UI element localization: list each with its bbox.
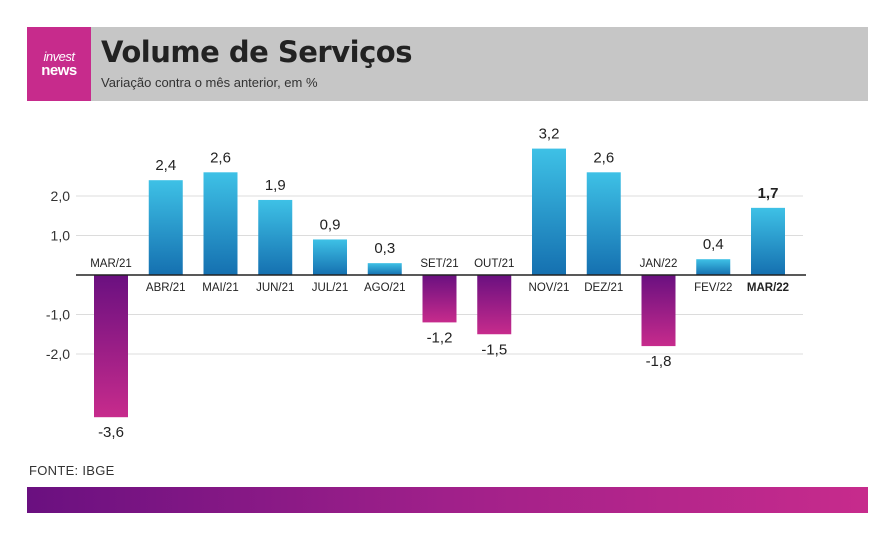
data-label: 2,6 xyxy=(210,149,231,166)
x-category-label: AGO/21 xyxy=(364,282,406,294)
data-label: 3,2 xyxy=(539,126,560,143)
x-category-label: FEV/22 xyxy=(694,282,732,294)
x-category-label: JUL/21 xyxy=(312,282,348,294)
logo-text-top: invest xyxy=(43,49,75,64)
data-label: 1,7 xyxy=(758,185,779,202)
x-category-label: SET/21 xyxy=(420,258,458,270)
x-category-label: MAR/22 xyxy=(747,282,789,294)
data-label: 0,9 xyxy=(320,216,341,233)
investnews-logo: invest news xyxy=(27,27,91,101)
chart-title: Volume de Serviços xyxy=(101,35,412,69)
data-label: -1,8 xyxy=(646,353,672,370)
bar xyxy=(258,199,293,275)
bar xyxy=(641,275,676,347)
y-tick-label: 1,0 xyxy=(51,228,71,244)
data-label: -3,6 xyxy=(98,424,124,441)
data-label: 2,4 xyxy=(155,157,176,174)
logo-text-bottom: news xyxy=(41,62,77,79)
y-tick-label: 2,0 xyxy=(51,188,71,204)
bar xyxy=(94,275,128,418)
x-category-label: NOV/21 xyxy=(529,282,570,294)
x-category-label: DEZ/21 xyxy=(584,282,623,294)
data-label: 1,9 xyxy=(265,177,286,194)
y-tick-label: -1,0 xyxy=(46,307,70,323)
data-label: 0,4 xyxy=(703,236,724,253)
data-label: 0,3 xyxy=(374,240,395,257)
x-category-label: ABR/21 xyxy=(146,282,186,294)
x-category-label: OUT/21 xyxy=(474,258,514,270)
data-label: 2,6 xyxy=(593,149,614,166)
bar xyxy=(313,239,347,275)
chart-subtitle: Variação contra o mês anterior, em % xyxy=(101,75,318,90)
bar xyxy=(422,275,457,323)
x-category-label: MAI/21 xyxy=(202,282,238,294)
bar xyxy=(751,207,785,275)
data-label: -1,2 xyxy=(427,329,453,346)
footer-bar xyxy=(27,487,868,513)
bar xyxy=(148,180,183,275)
source-note: FONTE: IBGE xyxy=(29,463,115,478)
x-category-label: JUN/21 xyxy=(256,282,294,294)
x-category-label: JAN/22 xyxy=(640,258,678,270)
bar xyxy=(532,148,566,275)
bar xyxy=(203,172,238,275)
x-category-label: MAR/21 xyxy=(90,258,132,270)
bar xyxy=(367,263,402,275)
bar xyxy=(696,259,731,275)
y-tick-label: -2,0 xyxy=(46,346,70,362)
bar xyxy=(586,172,621,275)
data-label: -1,5 xyxy=(481,341,507,358)
bar xyxy=(477,275,512,335)
chart-header: invest news Volume de Serviços Variação … xyxy=(27,27,868,101)
